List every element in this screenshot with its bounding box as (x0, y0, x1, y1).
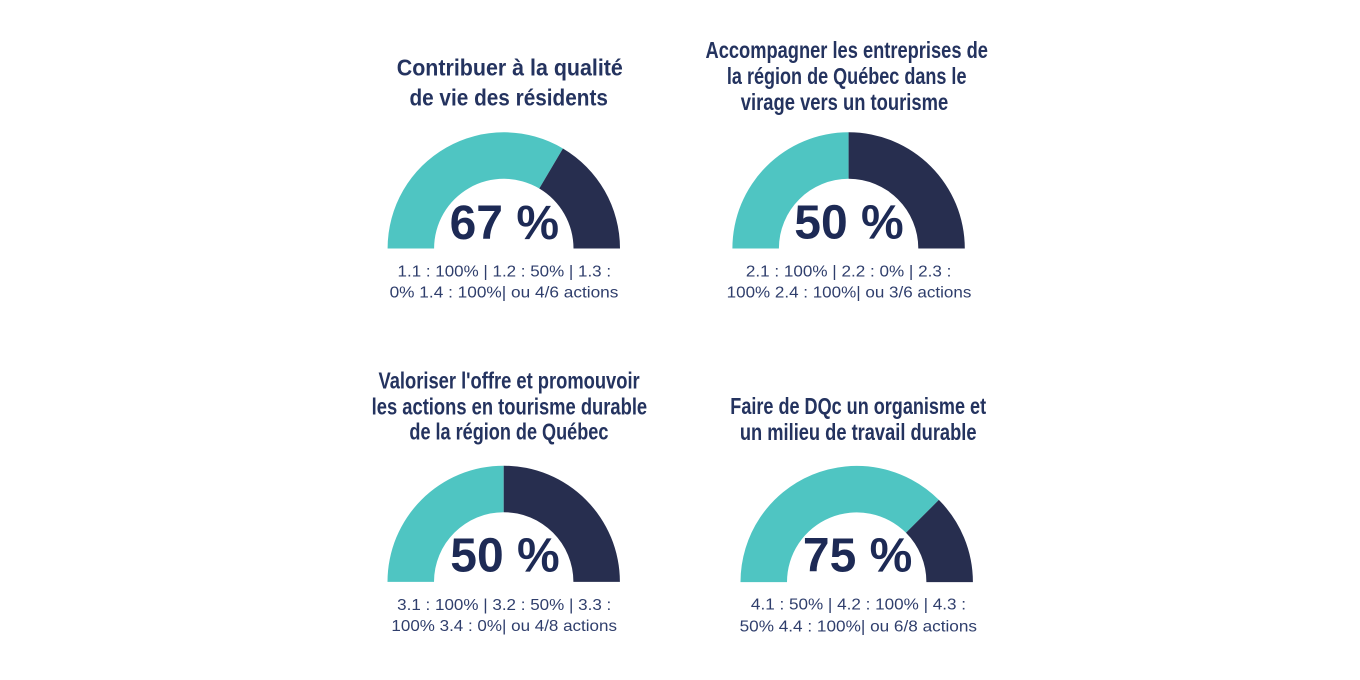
svg-text:Contribuer à la qualité: Contribuer à la qualité (397, 54, 623, 80)
svg-text:50 %: 50 % (794, 197, 903, 250)
svg-text:de la région de Québec: de la région de Québec (409, 419, 608, 445)
svg-text:50 %: 50 % (450, 530, 559, 583)
svg-text:un milieu de travail durable: un milieu de travail durable (740, 419, 977, 445)
svg-text:Faire de DQc un organisme et: Faire de DQc un organisme et (730, 393, 986, 419)
svg-text:4.1 : 50% | 4.2 : 100% | 4.3 :: 4.1 : 50% | 4.2 : 100% | 4.3 : (751, 597, 966, 614)
svg-text:virage vers un tourisme: virage vers un tourisme (741, 89, 948, 115)
svg-text:50% 4.4 : 100%| ou 6/8 actions: 50% 4.4 : 100%| ou 6/8 actions (740, 619, 977, 636)
svg-text:la région de Québec dans le: la région de Québec dans le (727, 63, 967, 89)
svg-text:les actions en tourisme durabl: les actions en tourisme durable (372, 394, 648, 420)
svg-text:75 %: 75 % (803, 530, 912, 583)
svg-text:de vie des résidents: de vie des résidents (409, 85, 608, 111)
svg-text:100% 3.4 : 0%| ou 4/8 actions: 100% 3.4 : 0%| ou 4/8 actions (391, 618, 617, 635)
svg-text:Valoriser l'offre et promouvoi: Valoriser l'offre et promouvoir (379, 368, 640, 394)
svg-text:3.1 : 100% | 3.2 : 50% | 3.3 :: 3.1 : 100% | 3.2 : 50% | 3.3 : (397, 597, 611, 614)
svg-text:1.1 : 100% | 1.2 : 50% | 1.3 :: 1.1 : 100% | 1.2 : 50% | 1.3 : (398, 264, 612, 281)
svg-text:2.1 : 100% | 2.2 : 0% | 2.3 :: 2.1 : 100% | 2.2 : 0% | 2.3 : (746, 263, 952, 280)
svg-text:0% 1.4 : 100%| ou 4/6 actions: 0% 1.4 : 100%| ou 4/6 actions (390, 284, 619, 301)
svg-text:100% 2.4 : 100%| ou 3/6 action: 100% 2.4 : 100%| ou 3/6 actions (727, 284, 972, 301)
svg-text:Accompagner les entreprises de: Accompagner les entreprises de (706, 37, 988, 63)
svg-text:67 %: 67 % (450, 197, 559, 250)
